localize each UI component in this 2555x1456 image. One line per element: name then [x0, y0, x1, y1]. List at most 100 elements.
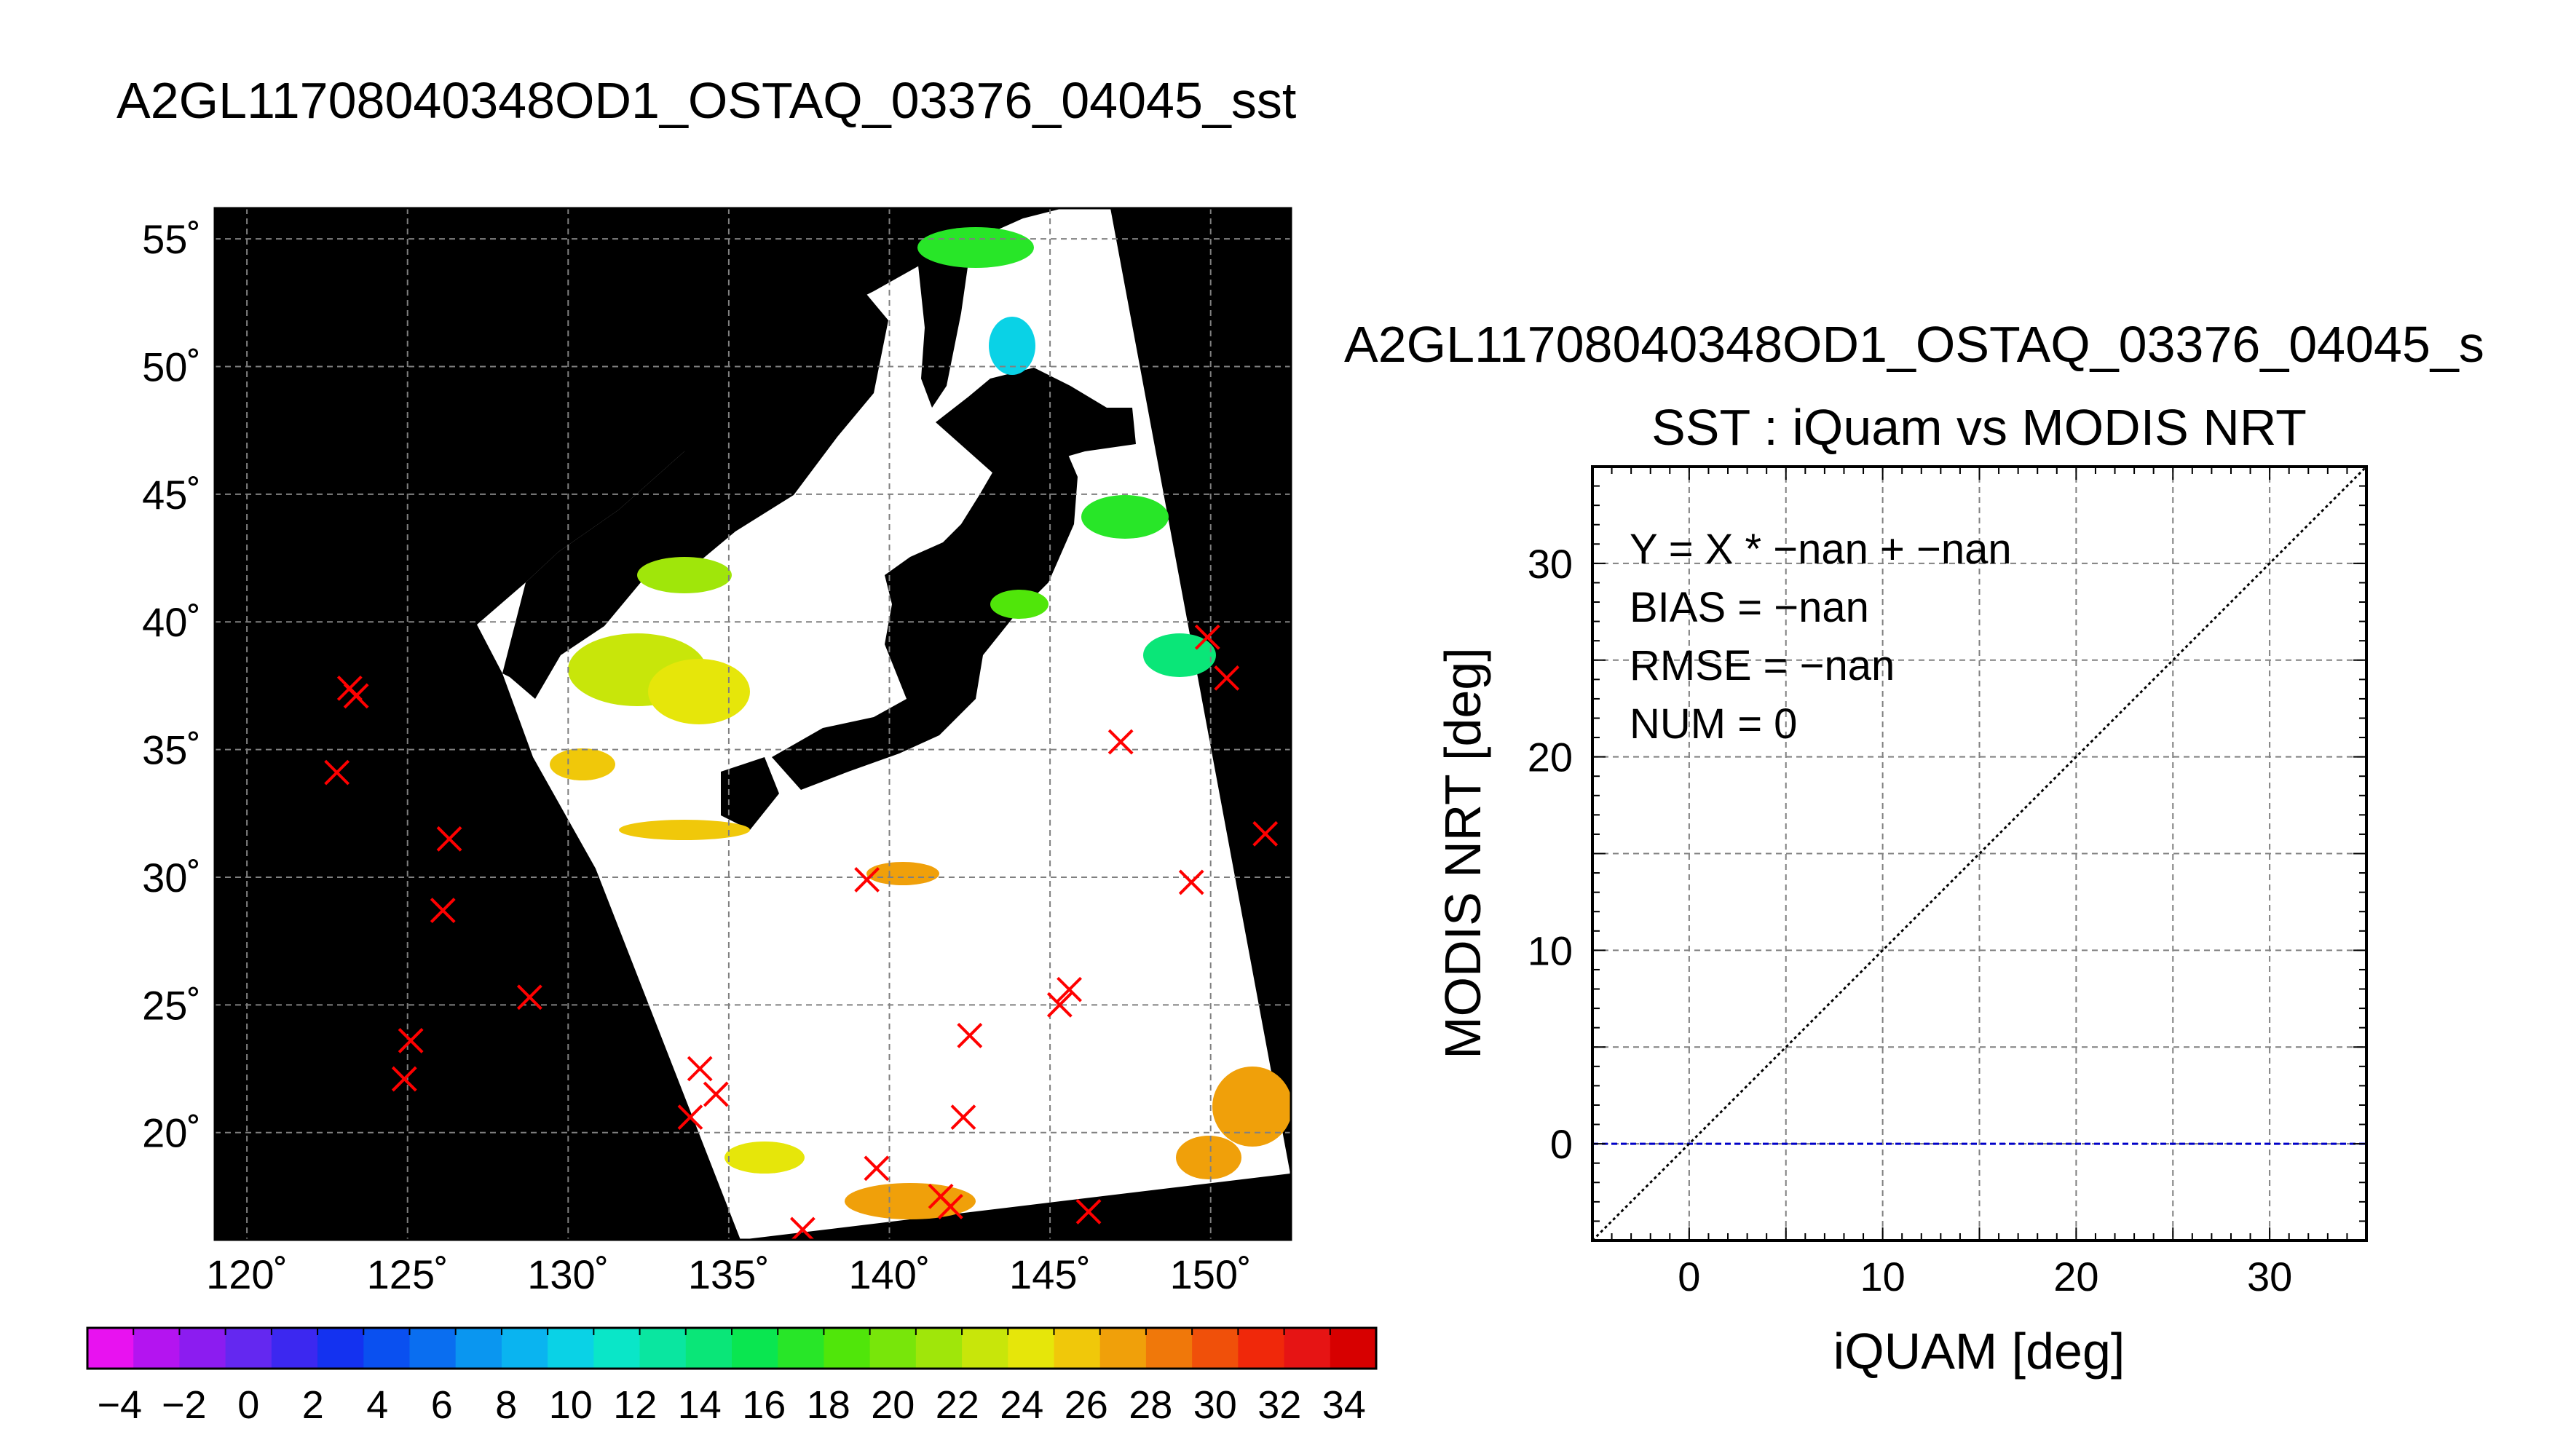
matchup-marker	[516, 984, 542, 1010]
colorbar-label: 22	[936, 1383, 979, 1427]
x-tick-label: 20	[2053, 1254, 2098, 1299]
scatter-title: A2GL11708040348OD1_OSTAQ_03376_04045_s	[1344, 316, 2484, 373]
sst-patch	[648, 659, 750, 724]
matchup-marker	[789, 1216, 816, 1240]
sst-map: 20˚ 25˚ 30˚ 35˚ 40˚ 45˚ 50˚ 55˚ 120˚ 125˚ 130˚ 135…	[142, 207, 1292, 1297]
colorbar-cell	[548, 1328, 594, 1369]
land-mainland-coast	[502, 240, 888, 699]
colorbar-label: 24	[1000, 1383, 1043, 1427]
colorbar-label: 10	[549, 1383, 593, 1427]
colorbar-label: 20	[871, 1383, 915, 1427]
colorbar-cell	[1008, 1328, 1055, 1369]
colorbar-cell	[1054, 1328, 1101, 1369]
colorbar-cell	[962, 1328, 1008, 1369]
sst-patch	[1081, 495, 1169, 539]
scatter-subtitle: SST : iQuam vs MODIS NRT	[1651, 399, 2307, 456]
matchup-marker	[957, 1022, 983, 1048]
scatter-minor-ticks	[1592, 466, 2367, 1241]
matchup-marker	[398, 1028, 424, 1053]
colorbar-cell	[501, 1328, 548, 1369]
colorbar-label: 30	[1193, 1383, 1237, 1427]
matchup-marker	[864, 1155, 890, 1182]
sst-patch	[990, 590, 1049, 619]
x-tick-labels: 0 10 20 30	[1678, 1254, 2292, 1299]
lat-tick-label: 20˚	[142, 1110, 201, 1156]
sst-patch	[1176, 1136, 1241, 1179]
colorbar-label: 28	[1129, 1383, 1172, 1427]
sst-patch	[917, 227, 1034, 268]
colorbar-label: 18	[807, 1383, 850, 1427]
longitude-tick-labels: 120˚ 125˚ 130˚ 135˚ 140˚ 145˚ 150˚	[206, 1251, 1252, 1297]
colorbar-cell	[1284, 1328, 1331, 1369]
map-gridlines	[215, 208, 1291, 1240]
colorbar-label: 2	[302, 1383, 324, 1427]
colorbar-cells	[87, 1328, 1377, 1369]
y-tick-labels: 0 10 20 30	[1528, 541, 1573, 1167]
lat-tick-label: 25˚	[142, 982, 201, 1028]
land-sakhalin	[917, 248, 968, 408]
colorbar-cell	[1099, 1328, 1147, 1369]
sst-patch	[637, 557, 732, 593]
colorbar-cell	[1330, 1328, 1377, 1369]
colorbar-cell	[225, 1328, 272, 1369]
matchup-marker	[1046, 992, 1073, 1018]
colorbar-cell	[1192, 1328, 1239, 1369]
lon-tick-label: 130˚	[527, 1251, 609, 1297]
matchup-marker	[703, 1081, 729, 1107]
regression-stats: Y = X * −nan + −nan BIAS = −nan RMSE = −…	[1630, 526, 2012, 748]
colorbar-cell	[593, 1328, 641, 1369]
lat-tick-label: 40˚	[142, 599, 201, 645]
colorbar-label: −2	[162, 1383, 207, 1427]
sst-patch	[845, 1183, 976, 1219]
colorbar-label: 14	[678, 1383, 722, 1427]
sst-colorbar: −4 −2 0 2 4 6 8 10 12 14 16 18 20 22 24 26 28 30 32 34	[86, 1326, 1378, 1427]
map-frame	[213, 207, 1292, 1241]
matchup-marker	[1075, 1199, 1102, 1224]
colorbar-cell	[455, 1328, 502, 1369]
x-tick-label: 10	[1860, 1254, 1905, 1299]
colorbar-cell	[1145, 1328, 1193, 1369]
matchup-marker	[436, 826, 462, 852]
colorbar-cell	[685, 1328, 732, 1369]
colorbar-label: 32	[1257, 1383, 1301, 1427]
matchup-marker	[430, 898, 456, 923]
y-tick-label: 20	[1528, 735, 1573, 780]
scatter-plot: 0 10 20 30 0 10 20 30 Y = X * −nan + −nan BIAS…	[1528, 465, 2368, 1299]
matchup-marker	[1178, 869, 1204, 895]
x-tick-label: 0	[1678, 1254, 1700, 1299]
matchup-markers	[324, 624, 1279, 1240]
colorbar-cell	[133, 1328, 181, 1369]
matchup-marker	[324, 759, 350, 786]
colorbar-label: 6	[431, 1383, 453, 1427]
matchup-marker	[1107, 729, 1134, 755]
stat-line: RMSE = −nan	[1630, 642, 1895, 689]
matchup-marker	[854, 867, 880, 893]
colorbar-cell	[639, 1328, 687, 1369]
colorbar-label: 16	[742, 1383, 786, 1427]
matchup-marker	[391, 1066, 417, 1092]
colorbar-cell	[824, 1328, 871, 1369]
lat-tick-label: 50˚	[142, 344, 201, 389]
lon-tick-label: 135˚	[688, 1251, 770, 1297]
one-to-one-line	[1591, 465, 2368, 1242]
colorbar-cell	[409, 1328, 457, 1369]
stat-line: BIAS = −nan	[1630, 584, 1869, 631]
colorbar-cell	[87, 1328, 134, 1369]
sst-patch	[724, 1142, 805, 1174]
y-axis-label: MODIS NRT [deg]	[1434, 647, 1491, 1059]
land-honshu	[772, 451, 1078, 790]
colorbar-label: 0	[237, 1383, 259, 1427]
sst-patch	[989, 317, 1035, 375]
colorbar-label: 26	[1065, 1383, 1108, 1427]
matchup-marker	[937, 1193, 963, 1219]
sst-patch	[1212, 1067, 1291, 1147]
colorbar-cell	[363, 1328, 411, 1369]
colorbar-cell	[317, 1328, 364, 1369]
sst-patch	[1143, 633, 1216, 677]
stat-line: NUM = 0	[1630, 700, 1797, 748]
y-tick-label: 30	[1528, 541, 1573, 587]
colorbar-label: 4	[366, 1383, 388, 1427]
land-kyushu	[721, 757, 779, 830]
colorbar-frame	[86, 1326, 1378, 1370]
lon-tick-label: 150˚	[1170, 1251, 1252, 1297]
